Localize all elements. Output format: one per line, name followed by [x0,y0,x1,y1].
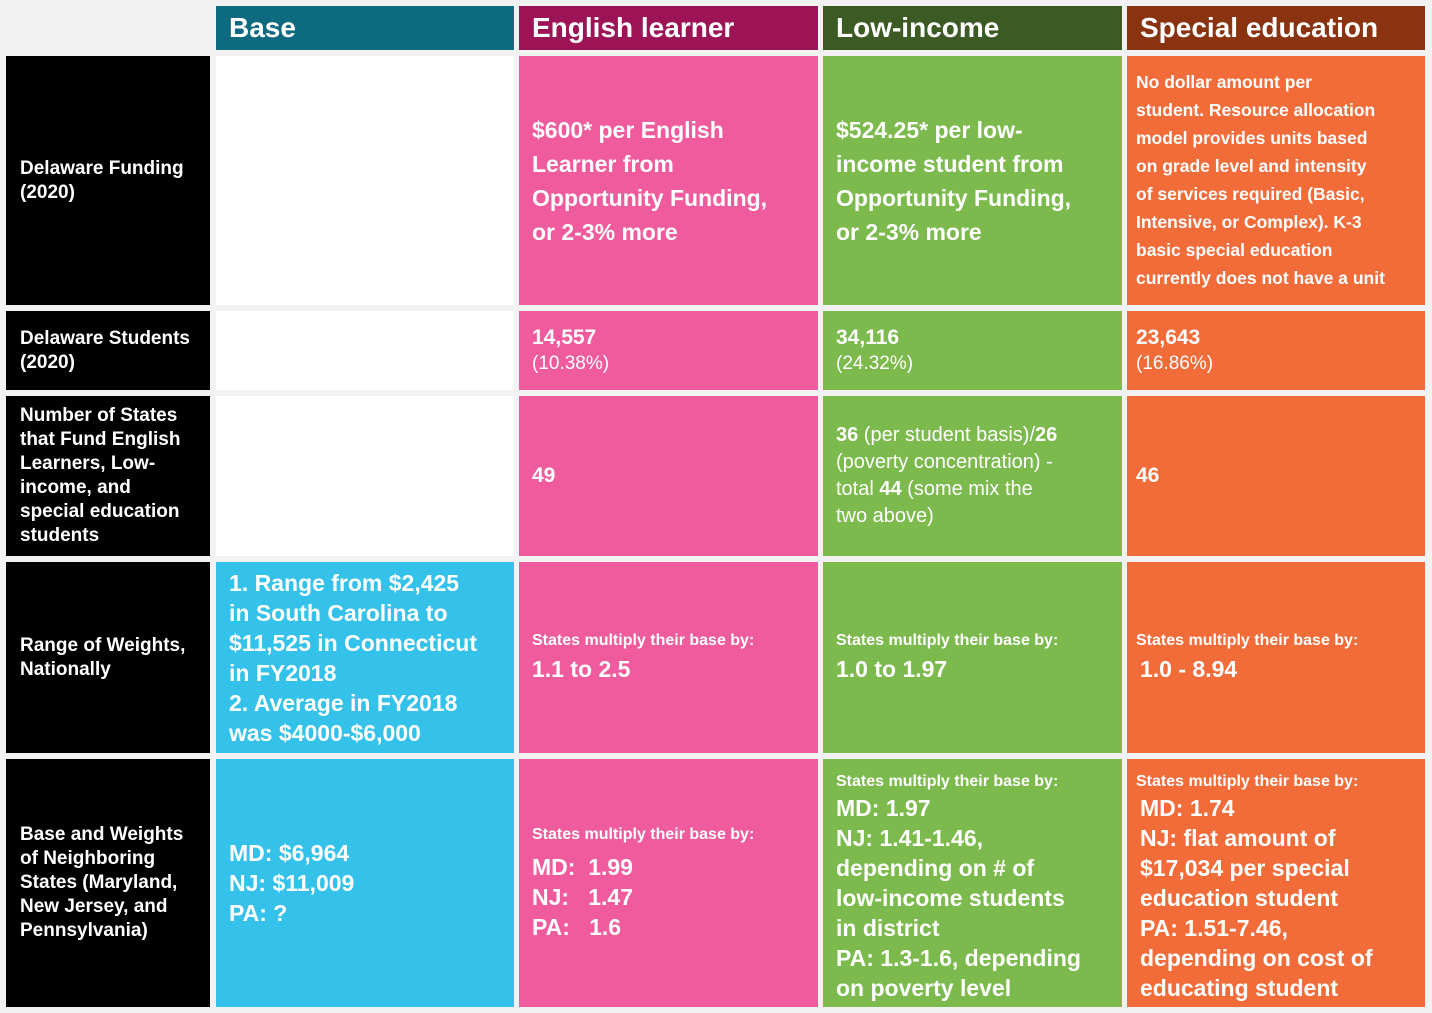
base-funding-cell [216,56,514,305]
row-label-delaware-students: Delaware Students (2020) [6,311,210,390]
funding-line: $524.25* per low- [836,116,1023,143]
special-education-students-cell: 23,643 (16.86%) [1127,311,1425,390]
state-count: 44 [879,478,902,500]
student-percent: (10.38%) [532,352,610,374]
english-learner-students-cell: 14,557 (10.38%) [519,311,818,390]
neighbor-line: NJ: $11,009 [229,870,355,896]
neighbor-line: PA: 1.3-1.6, depending [836,945,1081,971]
special-education-weights-cell: States multiply their base by: 1.0 - 8.9… [1127,562,1425,753]
weights-prefix: States multiply their base by: [532,631,755,649]
weights-line: in FY2018 [229,659,337,686]
funding-line: or 2-3% more [532,218,678,245]
english-learner-neighbors-cell: States multiply their base by: MD: 1.99 … [519,759,818,1007]
special-education-neighbors-cell: States multiply their base by: MD: 1.74 … [1127,759,1425,1007]
funding-line: or 2-3% more [836,218,982,245]
states-text: (per student basis)/ [858,424,1035,446]
weights-prefix: States multiply their base by: [1136,773,1359,790]
neighbor-line: educating student [1140,975,1339,1001]
english-learner-weights-cell: States multiply their base by: 1.1 to 2.… [519,562,818,753]
special-education-funding-cell: No dollar amount per student. Resource a… [1127,56,1425,305]
states-text: total [836,478,880,500]
row-label-neighboring-states: Base and Weights of Neighboring States (… [6,759,210,1007]
base-states-cell [216,396,514,556]
low-income-funding-cell: $524.25* per low- income student from Op… [823,56,1122,305]
column-header-base: Base [216,6,514,50]
states-line: total 44 (some mix the [836,476,1110,503]
weights-line: $11,525 in Connecticut [229,629,477,656]
row-label-number-of-states: Number of States that Fund English Learn… [6,396,210,556]
weights-line: was $4000-$6,000 [229,719,421,746]
states-line: two above) [836,505,934,527]
state-count: 49 [532,464,556,487]
low-income-neighbors-cell: States multiply their base by: MD: 1.97 … [823,759,1122,1007]
funding-line: student. Resource allocation [1136,100,1376,120]
state-count: 36 [836,424,859,446]
student-count: 14,557 [532,325,597,349]
english-learner-funding-cell: $600* per English Learner from Opportuni… [519,56,818,305]
state-count: 46 [1136,464,1160,487]
funding-line: basic special education [1136,240,1333,260]
funding-line: of services required (Basic, [1136,184,1365,204]
column-header-low-income: Low-income [823,6,1122,50]
neighbor-line: MD: 1.97 [836,795,931,821]
student-count: 23,643 [1136,325,1201,349]
funding-line: Learner from [532,150,674,177]
weights-prefix: States multiply their base by: [836,631,1059,649]
funding-line: model provides units based [1136,128,1368,148]
neighbor-line: depending on # of [836,855,1035,881]
neighbor-line: depending on cost of [1140,945,1373,971]
neighbor-line: PA: 1.6 [532,914,622,940]
neighbor-line: NJ: 1.41-1.46, [836,825,984,851]
neighbor-line: PA: ? [229,900,288,926]
weights-prefix: States multiply their base by: [1136,631,1359,649]
student-count: 34,116 [836,325,900,349]
neighbor-line: low-income students [836,885,1065,911]
weights-range: 1.1 to 2.5 [532,655,631,682]
student-percent: (16.86%) [1136,352,1214,374]
states-line: 36 (per student basis)/26 [836,422,1110,449]
funding-line: on grade level and intensity [1136,156,1367,176]
neighbor-line: on poverty level [836,975,1012,1001]
neighbor-line: MD: 1.74 [1140,795,1235,821]
weights-prefix: States multiply their base by: [532,826,755,843]
column-header-english-learner: English learner [519,6,818,50]
funding-line: $600* per English [532,116,724,143]
base-neighbors-cell: MD: $6,964 NJ: $11,009 PA: ? [216,759,514,1007]
neighbor-line: education student [1140,885,1339,911]
weights-range: 1.0 - 8.94 [1140,655,1238,682]
state-count: 26 [1035,424,1058,446]
weights-line: 1. Range from $2,425 [229,569,460,596]
base-students-cell [216,311,514,390]
neighbor-line: NJ: flat amount of [1140,825,1336,851]
neighbor-line: MD: 1.99 [532,854,633,880]
base-weights-cell: 1. Range from $2,425 in South Carolina t… [216,562,514,753]
low-income-students-cell: 34,116 (24.32%) [823,311,1122,390]
neighbor-line: in district [836,915,940,941]
funding-line: currently does not have a unit [1136,268,1385,288]
low-income-weights-cell: States multiply their base by: 1.0 to 1.… [823,562,1122,753]
weights-prefix: States multiply their base by: [836,773,1059,790]
funding-line: No dollar amount per [1136,72,1312,92]
low-income-states-cell: 36 (per student basis)/26 (poverty conce… [823,396,1122,556]
student-percent: (24.32%) [836,352,914,374]
weights-line: in South Carolina to [229,599,448,626]
neighbor-line: NJ: 1.47 [532,884,633,910]
neighbor-line: $17,034 per special [1140,855,1350,881]
funding-line: Opportunity Funding, [532,184,768,211]
row-label-range-of-weights: Range of Weights, Nationally [6,562,210,753]
funding-line: Intensive, or Complex). K-3 [1136,212,1362,232]
funding-line: Opportunity Funding, [836,184,1072,211]
english-learner-states-cell: 49 [519,396,818,556]
row-label-delaware-funding: Delaware Funding (2020) [6,56,210,305]
states-line: (poverty concentration) - [836,451,1053,473]
funding-line: income student from [836,150,1064,177]
neighbor-line: MD: $6,964 [229,840,350,866]
special-education-states-cell: 46 [1127,396,1425,556]
weights-range: 1.0 to 1.97 [836,655,948,682]
neighbor-line: PA: 1.51-7.46, [1140,915,1288,941]
column-header-special-education: Special education [1127,6,1425,50]
weights-line: 2. Average in FY2018 [229,689,458,716]
states-text: (some mix the [901,478,1033,500]
